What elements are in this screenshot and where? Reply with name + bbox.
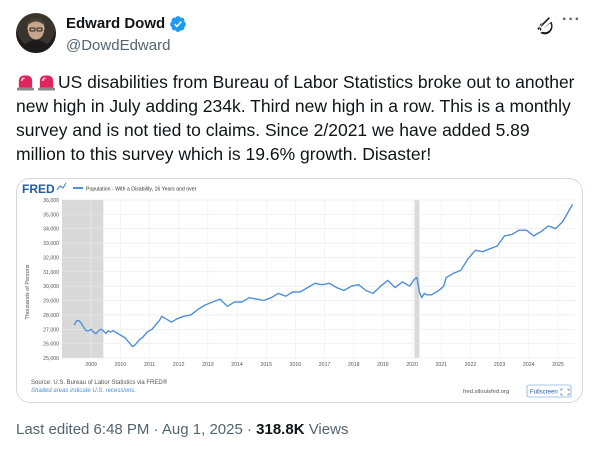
x-tick-label: 2013: [202, 362, 214, 368]
series-line: [73, 203, 574, 348]
fred-site-link[interactable]: fred.stlouisfed.org: [463, 389, 509, 395]
avatar[interactable]: [16, 13, 56, 53]
y-tick-label: 32,000: [43, 255, 59, 261]
plot-background: [62, 200, 575, 358]
y-tick-label: 29,000: [43, 299, 59, 305]
tweet-body: US disabilities from Bureau of Labor Sta…: [16, 72, 575, 164]
x-tick-label: 2015: [260, 362, 272, 368]
x-tick-label: 2020: [406, 362, 418, 368]
fullscreen-button[interactable]: Fullscreen: [526, 384, 572, 398]
author-handle[interactable]: @DowdEdward: [66, 37, 171, 54]
x-tick-label: 2009: [85, 362, 97, 368]
x-tick-label: 2018: [348, 362, 360, 368]
siren-emoji-icon: [37, 75, 56, 91]
recession-band: [62, 200, 104, 358]
y-tick-label: 33,000: [43, 241, 59, 247]
y-tick-label: 28,000: [43, 313, 59, 319]
x-tick-label: 2021: [436, 362, 448, 368]
chart-image-card[interactable]: FRED Population - With a Disability, 16 …: [16, 178, 583, 403]
x-tick-label: 2012: [173, 362, 185, 368]
x-tick-label: 2023: [494, 362, 506, 368]
y-tick-label: 35,000: [43, 212, 59, 218]
chart-header: FRED Population - With a Disability, 16 …: [22, 182, 197, 196]
fred-logo-icon: [56, 182, 67, 191]
x-tick-label: 2025: [552, 362, 564, 368]
x-tick-label: 2010: [115, 362, 127, 368]
views-label: Views: [304, 421, 349, 438]
x-tick-label: 2017: [319, 362, 331, 368]
y-tick-label: 27,000: [43, 327, 59, 333]
tweet-text: US disabilities from Bureau of Labor Sta…: [16, 70, 576, 166]
siren-emoji-icon: [16, 75, 35, 91]
plot-area: 25,000 26,000 27,000 28,000 29,000 30,000 31,0…: [43, 198, 575, 368]
y-tick-label: 31,000: [43, 270, 59, 276]
verified-badge-icon: [170, 16, 187, 32]
x-tick-label: 2011: [144, 362, 155, 368]
author-name[interactable]: Edward Dowd: [66, 15, 166, 32]
recession-note: Shaded areas indicate U.S. recessions.: [31, 388, 136, 394]
y-tick-label: 26,000: [43, 342, 59, 348]
edited-timestamp[interactable]: Last edited 6:48 PM · Aug 1, 2025 ·: [16, 421, 257, 438]
y-tick-label: 25,000: [43, 356, 59, 362]
views-count: 318.8K: [256, 421, 305, 438]
x-tick-label: 2014: [231, 362, 243, 368]
x-tick-label: 2016: [290, 362, 302, 368]
y-axis-label: Thousands of Persons: [25, 264, 31, 319]
x-tick-label: 2024: [523, 362, 535, 368]
avatar-portrait-icon: [21, 18, 51, 53]
y-tick-label: 34,000: [43, 227, 59, 233]
x-tick-label: 2022: [465, 362, 477, 368]
fullscreen-icon: [560, 388, 570, 396]
fred-logo: FRED: [22, 182, 55, 196]
tweet-metadata: Last edited 6:48 PM · Aug 1, 2025 · 318.…: [16, 420, 348, 440]
y-tick-label: 36,000: [43, 198, 59, 204]
source-note: Source: U.S. Bureau of Labor Statistics …: [31, 379, 168, 386]
fullscreen-label: Fullscreen: [530, 390, 558, 396]
fred-chart: FRED Population - With a Disability, 16 …: [22, 182, 575, 398]
x-tick-label: 2019: [377, 362, 389, 368]
y-tick-label: 30,000: [43, 284, 59, 290]
more-options-icon[interactable]: ···: [562, 11, 581, 28]
legend-series-name: Population - With a Disability, 16 Years…: [86, 187, 197, 193]
grok-icon[interactable]: [535, 15, 555, 35]
author-name-row[interactable]: Edward Dowd: [66, 14, 187, 34]
